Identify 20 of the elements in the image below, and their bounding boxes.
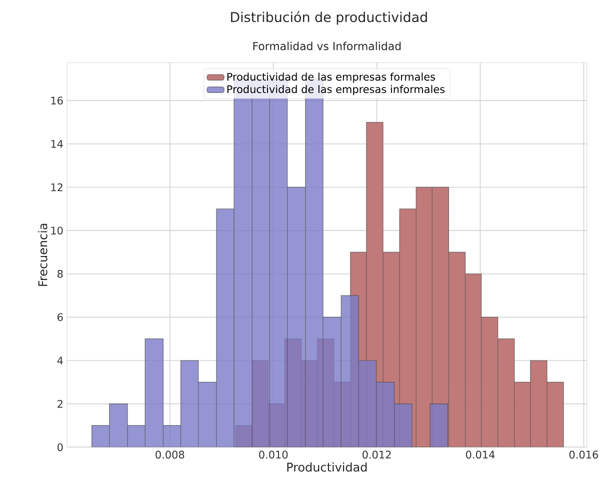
x-tick-label: 0.010 [259, 450, 288, 459]
legend-label: Productividad de las empresas informales [227, 85, 445, 96]
y-tick-label: 14 [51, 140, 63, 148]
chart-title: Distribución de productividad [231, 11, 427, 25]
y-tick-label: 6 [58, 313, 63, 322]
x-tick-label: 0.014 [466, 450, 495, 459]
y-tick-label: 10 [51, 226, 63, 235]
x-axis-title: Productividad [287, 462, 367, 472]
y-tick-label: 2 [58, 400, 62, 408]
legend-label: Productividad de las empresas formales [227, 72, 436, 83]
chart-subtitle: Formalidad vs Informalidad [253, 42, 401, 50]
x-tick-label: 0.008 [156, 450, 184, 459]
y-tick-label: 4 [57, 356, 63, 364]
x-tick-label: 0.012 [362, 450, 391, 459]
y-tick-label: 0 [58, 443, 63, 452]
x-tick-label: 0.016 [569, 450, 598, 459]
y-tick-label: 8 [58, 270, 63, 278]
y-axis-title: Frecuencia [38, 224, 48, 286]
y-tick-label: 16 [51, 96, 63, 105]
y-tick-label: 12 [51, 183, 62, 192]
